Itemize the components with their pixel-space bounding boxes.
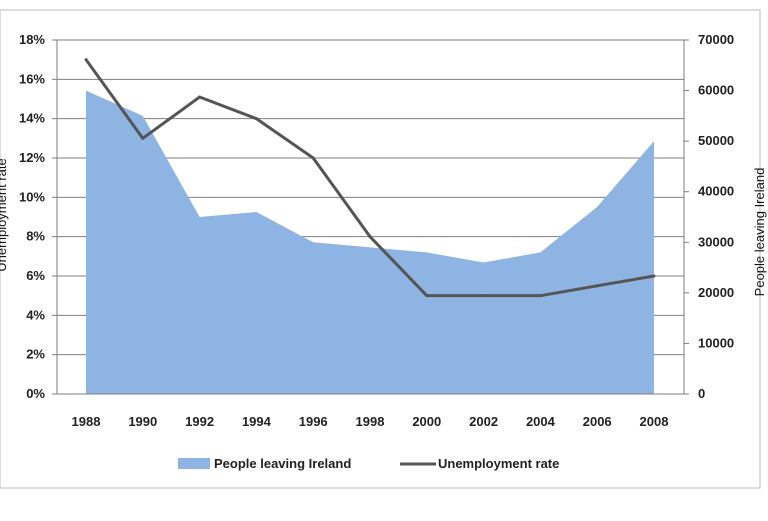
x-tick-label: 2006 [583,414,612,429]
right-tick-label: 10000 [698,335,734,350]
line-point [482,294,486,298]
x-tick-label: 1996 [299,414,328,429]
line-point [254,117,258,121]
area-series-layer [86,90,654,395]
left-tick-label: 2% [26,347,45,362]
line-point [595,284,599,288]
right-tick-label: 40000 [698,184,734,199]
line-point [84,58,88,62]
x-tick-label: 2008 [640,414,669,429]
y-axis-right-title: People leaving Ireland [752,168,767,297]
axes [52,39,689,395]
line-point [141,136,145,140]
x-tick-label: 2000 [412,414,441,429]
line-point [652,274,656,278]
line-point [538,294,542,298]
right-tick-label: 30000 [698,234,734,249]
x-tick-label: 2002 [469,414,498,429]
left-tick-label: 6% [26,268,45,283]
right-tick-label: 60000 [698,83,734,98]
left-axis-ticks: 0% 2% 4% 6% 8% 10% 12% 14% 16% 18% [19,32,45,401]
left-tick-label: 4% [26,307,45,322]
line-series-layer [84,58,656,298]
right-axis-ticks: 0 10000 20000 30000 40000 50000 60000 70000 [698,32,734,401]
legend: People leaving Ireland Unemployment rate [178,456,559,471]
legend-swatch-area [178,458,210,469]
line-point [425,294,429,298]
line-point [198,95,202,99]
x-tick-label: 1992 [185,414,214,429]
left-tick-label: 16% [19,71,45,86]
x-tick-label: 1988 [72,414,101,429]
y-axis-left-title: Unemployment rate [0,158,9,271]
right-tick-label: 70000 [698,32,734,47]
area-people-leaving-ireland [86,90,654,395]
x-tick-label: 1994 [242,414,272,429]
legend-label-area: People leaving Ireland [214,456,351,471]
x-tick-label: 2004 [526,414,556,429]
left-tick-label: 14% [19,111,45,126]
left-tick-label: 0% [26,386,45,401]
left-tick-label: 10% [19,189,45,204]
x-tick-label: 1990 [128,414,157,429]
right-tick-label: 0 [698,386,705,401]
right-tick-label: 20000 [698,285,734,300]
right-tick-label: 50000 [698,133,734,148]
line-point [368,235,372,239]
x-axis-ticks: 1988 1990 1992 1994 1996 1998 2000 2002 2004 2006… [72,414,669,429]
left-tick-label: 8% [26,229,45,244]
chart-border [0,9,761,489]
legend-label-line: Unemployment rate [438,456,559,471]
x-tick-label: 1998 [356,414,385,429]
left-tick-label: 12% [19,150,45,165]
line-point [311,156,315,160]
left-tick-label: 18% [19,32,45,47]
